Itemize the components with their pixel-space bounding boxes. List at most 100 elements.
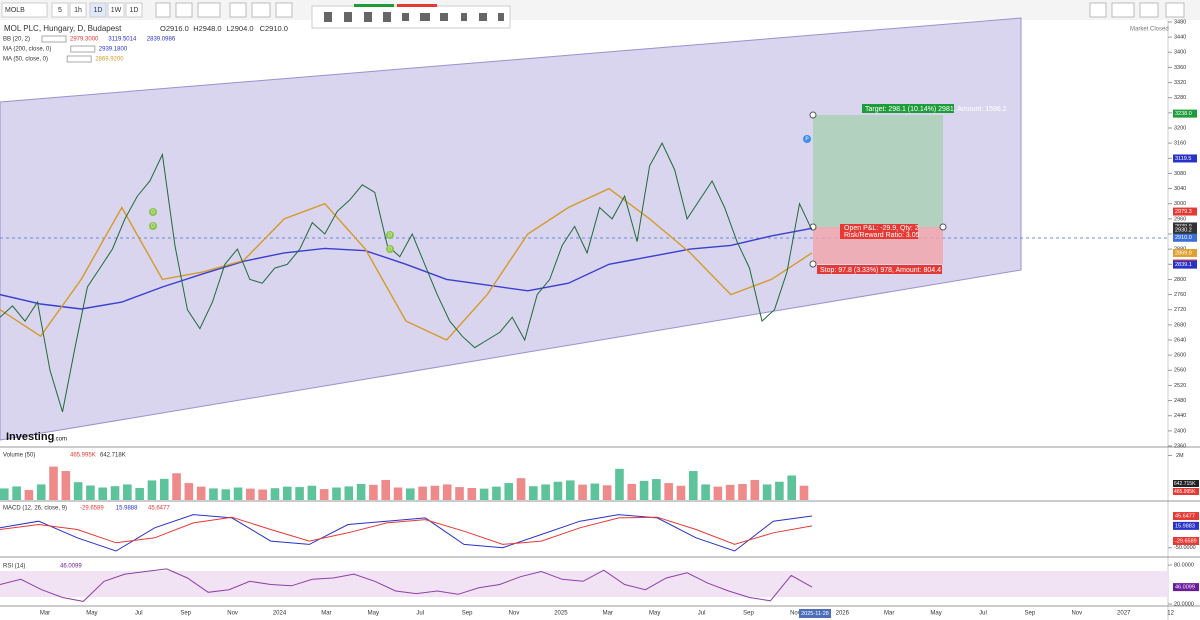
volume-bar <box>123 484 132 500</box>
pnl-tag <box>840 224 918 239</box>
volume-bar <box>799 485 809 500</box>
signal-marker[interactable] <box>149 222 157 230</box>
symbol: MOLB <box>5 7 25 14</box>
y-tick-label: 2360 <box>1174 443 1186 449</box>
x-tick-label: May <box>930 611 941 617</box>
signal-marker[interactable] <box>386 231 394 239</box>
volume-bar <box>307 485 317 500</box>
volume-bar <box>270 488 280 500</box>
price-tag-label: 2910.0 <box>1175 235 1192 241</box>
volume-bar <box>356 483 366 500</box>
volume-bar <box>233 487 243 500</box>
interval-button[interactable] <box>107 2 125 18</box>
y-tick-label: 3000 <box>1174 201 1186 207</box>
axis-tag-label: 46.0099 <box>1175 585 1195 591</box>
y-tick-label: 2680 <box>1174 322 1186 328</box>
x-tick-label: Sep <box>743 611 754 617</box>
ma-line <box>0 227 813 310</box>
y-tick-label: 3080 <box>1174 171 1186 177</box>
volume-bar <box>504 483 514 500</box>
axis-tag <box>1173 583 1199 592</box>
y-tick-label: 80.0000 <box>1174 562 1194 568</box>
drawing-tools[interactable] <box>324 12 504 22</box>
volume-bar <box>578 484 587 500</box>
ohlc: O2916.0 <box>160 24 189 33</box>
y-tick-label: 3280 <box>1174 95 1186 101</box>
y-tick-label: 2520 <box>1174 383 1186 389</box>
symbol-box[interactable] <box>1 2 48 18</box>
price-tag-label: 3238.0 <box>1175 111 1192 117</box>
pane-reading: 15.9888 <box>116 506 138 512</box>
volume-bar <box>430 485 440 500</box>
volume-bar <box>86 485 95 500</box>
logo: Investing <box>6 431 54 443</box>
indicator-reading: 2979.3000 <box>70 37 99 43</box>
x-tick-label: Mar <box>884 611 894 617</box>
crosshair-date-tag <box>799 609 831 618</box>
y-tick-label: 2800 <box>1174 277 1186 283</box>
market-status: Market Closed <box>1130 27 1169 33</box>
volume-bar <box>479 488 489 500</box>
indicator-controls[interactable] <box>70 45 96 53</box>
volume-bar <box>590 483 600 500</box>
target-zone[interactable] <box>813 115 943 227</box>
y-tick-label: -50.0000 <box>1174 545 1196 551</box>
x-tick-label: May <box>368 611 379 617</box>
interval-button[interactable] <box>89 2 107 18</box>
signal-marker-label: D <box>151 223 155 229</box>
ohlc: C2910.0 <box>260 24 288 33</box>
volume-bar <box>344 486 354 500</box>
signal-marker[interactable] <box>386 245 394 253</box>
pane-reading: 465.995K <box>70 453 96 459</box>
volume-bar <box>676 485 686 500</box>
handles[interactable] <box>809 111 947 268</box>
x-tick-label: Sep <box>462 611 473 617</box>
macd-line <box>0 514 813 552</box>
y-tick-label: 3200 <box>1174 125 1186 131</box>
axis-tag-label: 15.9883 <box>1175 523 1195 529</box>
volume-bar <box>184 483 194 500</box>
signal-marker-label: D <box>388 246 392 252</box>
volume-bar <box>639 480 649 500</box>
pnl-text: Open P&L: -29.9, Qty: 2 <box>844 225 919 232</box>
x-tick-label: 2026 <box>836 611 850 617</box>
axis-tag <box>1173 488 1199 495</box>
interval-label: 1W <box>111 7 122 14</box>
signal-marker-label: P <box>805 136 809 142</box>
indicator-controls[interactable] <box>66 55 92 63</box>
volume-bar <box>738 483 747 500</box>
indicator-reading: 2839.0986 <box>147 37 176 43</box>
interval-button[interactable] <box>51 2 69 18</box>
volume-bar <box>775 481 784 500</box>
signal-marker-label: D <box>151 209 155 215</box>
volume-bar <box>381 479 391 500</box>
signal-marker[interactable] <box>803 135 811 143</box>
x-tick-label: Nov <box>509 611 520 617</box>
axis-tag-label: 465.995K <box>1174 489 1196 495</box>
signal-marker-label: D <box>388 232 392 238</box>
indicator-controls[interactable] <box>41 35 67 43</box>
rsi-band <box>0 571 1168 597</box>
volume-bar <box>688 471 698 500</box>
volume-bar <box>418 486 427 500</box>
volume-bar <box>209 488 218 500</box>
interval-label: 1h <box>74 7 82 14</box>
price-tag <box>1173 226 1197 235</box>
y-tick-label: 2480 <box>1174 398 1186 404</box>
volume-bar <box>787 475 797 500</box>
price-tag-label: 3119.5 <box>1175 156 1191 162</box>
price-tag <box>1173 248 1197 257</box>
interval-button[interactable] <box>125 2 143 18</box>
volume-bar <box>529 486 538 500</box>
interval-button[interactable] <box>69 2 87 18</box>
stop-text: Stop: 97.8 (3.33%) 978, Amount: 804.4 <box>820 267 941 274</box>
x-tick-label: 2027 <box>1117 611 1131 617</box>
indicator-name: BB (20, 2) <box>3 37 30 43</box>
ratio-text: Risk/Reward Ratio: 3.05 <box>844 232 920 239</box>
signal-marker[interactable] <box>149 208 157 216</box>
volume-bar <box>553 481 563 500</box>
ohlc: H2948.0 <box>193 24 221 33</box>
x-tick-label: 2025 <box>554 611 568 617</box>
x-tick-label: May <box>86 611 97 617</box>
